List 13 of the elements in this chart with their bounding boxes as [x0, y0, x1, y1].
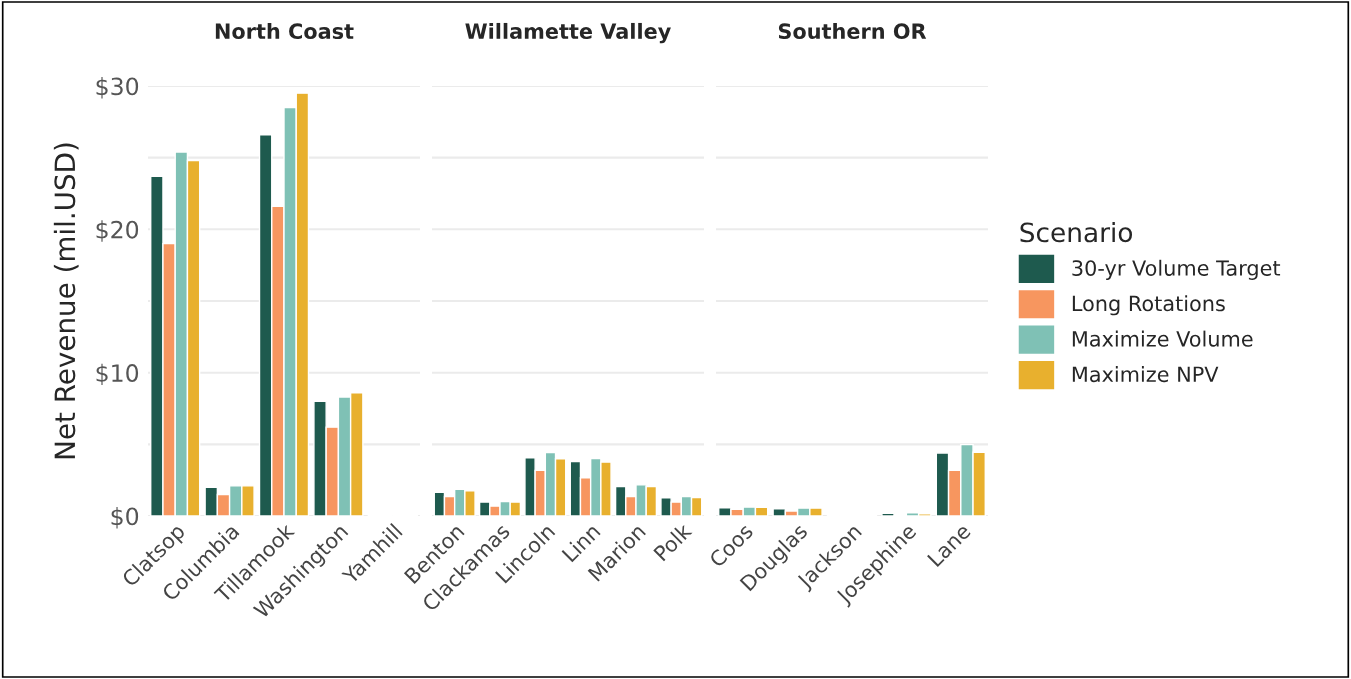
y-tick-label: $20 [96, 220, 139, 242]
legend-label: Maximize NPV [1072, 366, 1219, 383]
legend-title: Scenario [1020, 221, 1133, 243]
chart-title: Southern OR [778, 22, 927, 40]
chart-title: Willamette Valley [465, 22, 671, 44]
y-axis-title: Net Revenue (mil.USD) [53, 143, 79, 459]
y-tick-label: $30 [96, 77, 139, 99]
legend-label: 30-yr Volume Target [1072, 259, 1281, 280]
chart-title: North Coast [215, 22, 354, 40]
y-tick-label: $10 [96, 363, 139, 386]
y-tick-label: $0 [111, 507, 139, 529]
legend-label: Long Rotations [1072, 295, 1225, 316]
legend-label: Maximize Volume [1072, 330, 1253, 347]
